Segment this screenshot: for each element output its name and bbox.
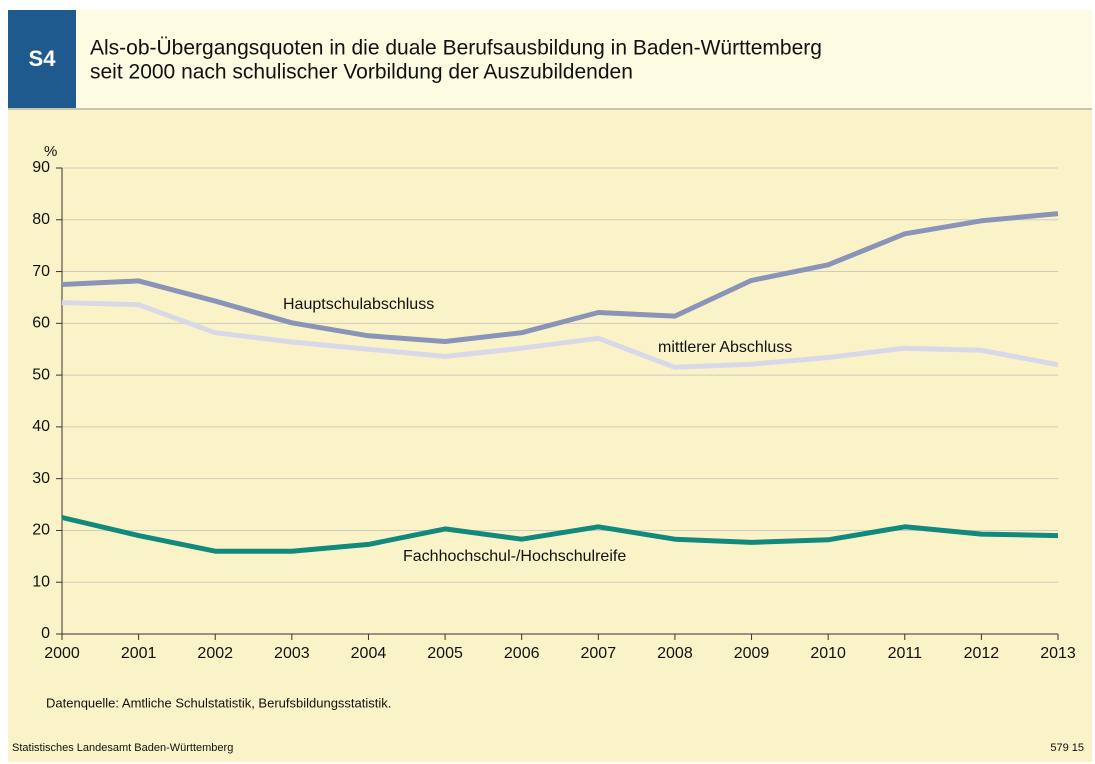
x-tick-label: 2007	[581, 645, 617, 662]
y-tick-label: 70	[32, 263, 50, 280]
x-tick-label: 2013	[1040, 645, 1076, 662]
y-tick-label: 60	[32, 315, 50, 332]
x-tick-label: 2011	[888, 645, 923, 662]
x-tick-label: 2006	[504, 645, 540, 662]
series-line	[61, 300, 1059, 370]
x-tick-label: 2008	[657, 645, 693, 662]
x-tick-label: 2009	[734, 645, 770, 662]
series-line	[61, 211, 1059, 344]
x-tick-label: 2012	[964, 645, 1000, 662]
chart-subtitle: seit 2000 nach schulischer Vorbildung de…	[90, 61, 633, 84]
y-tick-label: 80	[32, 211, 50, 228]
series-line	[61, 515, 1059, 554]
x-tick-label: 2004	[351, 645, 387, 662]
x-tick-label: 2002	[197, 645, 233, 662]
series-label: mittlerer Abschluss	[658, 339, 792, 356]
badge-box	[8, 10, 76, 108]
series-label: Hauptschulabschluss	[283, 296, 434, 313]
y-tick-label: 50	[32, 366, 50, 383]
panel	[8, 10, 1092, 762]
x-tick-label: 2005	[427, 645, 463, 662]
y-tick-label: 90	[32, 159, 50, 176]
y-tick-label: 40	[32, 418, 50, 435]
source: Datenquelle: Amtliche Schulstatistik, Be…	[46, 695, 391, 710]
badge: S4	[29, 46, 57, 71]
y-tick-label: 30	[32, 470, 50, 487]
chart-title: Als-ob-Übergangsquoten in die duale Beru…	[90, 37, 822, 60]
y-tick-label: 10	[32, 573, 50, 590]
x-tick-label: 2000	[44, 645, 80, 662]
series-label: Fachhochschul-/Hochschulreife	[403, 548, 626, 565]
x-tick-label: 2003	[274, 645, 310, 662]
y-axis-label: %	[44, 143, 57, 160]
footer-left: Statistisches Landesamt Baden-Württember…	[12, 742, 233, 754]
x-tick-label: 2010	[810, 645, 846, 662]
footer-right: 579 15	[1050, 742, 1084, 754]
x-tick-label: 2001	[121, 645, 157, 662]
y-tick-label: 0	[41, 625, 50, 642]
y-tick-label: 20	[32, 522, 50, 539]
header	[8, 10, 1092, 108]
